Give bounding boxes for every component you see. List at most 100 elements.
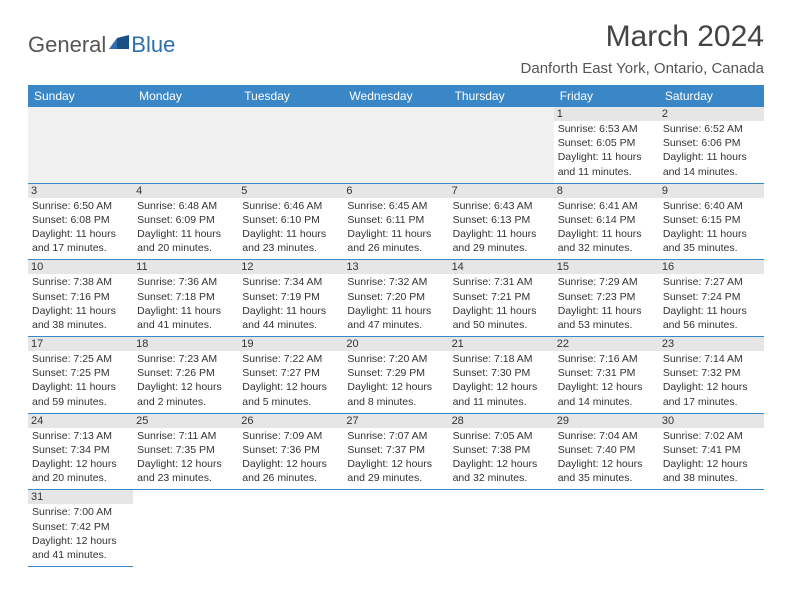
day-info: Sunrise: 7:04 AMSunset: 7:40 PMDaylight:… [558, 429, 655, 486]
day-number: 7 [449, 184, 554, 198]
day-number: 25 [133, 414, 238, 428]
day-number: 23 [659, 337, 764, 351]
day-number: 17 [28, 337, 133, 351]
header: General Blue March 2024 Danforth East Yo… [28, 20, 764, 77]
day-number: 10 [28, 260, 133, 274]
empty-cell [343, 107, 448, 183]
day-number: 15 [554, 260, 659, 274]
weekday-header: Wednesday [343, 85, 448, 107]
day-cell: 24Sunrise: 7:13 AMSunset: 7:34 PMDayligh… [28, 413, 133, 490]
day-number: 31 [28, 490, 133, 504]
day-cell: 10Sunrise: 7:38 AMSunset: 7:16 PMDayligh… [28, 260, 133, 337]
day-number: 14 [449, 260, 554, 274]
day-number: 11 [133, 260, 238, 274]
logo-text-general: General [28, 32, 106, 58]
day-info: Sunrise: 7:31 AMSunset: 7:21 PMDaylight:… [453, 275, 550, 332]
calendar-row: 1Sunrise: 6:53 AMSunset: 6:05 PMDaylight… [28, 107, 764, 183]
day-number: 20 [343, 337, 448, 351]
day-number: 6 [343, 184, 448, 198]
day-info: Sunrise: 7:27 AMSunset: 7:24 PMDaylight:… [663, 275, 760, 332]
day-info: Sunrise: 7:32 AMSunset: 7:20 PMDaylight:… [347, 275, 444, 332]
blank-cell [133, 490, 238, 567]
day-number: 24 [28, 414, 133, 428]
day-info: Sunrise: 7:22 AMSunset: 7:27 PMDaylight:… [242, 352, 339, 409]
blank-cell [659, 490, 764, 567]
calendar-table: SundayMondayTuesdayWednesdayThursdayFrid… [28, 85, 764, 567]
blank-cell [343, 490, 448, 567]
day-cell: 9Sunrise: 6:40 AMSunset: 6:15 PMDaylight… [659, 183, 764, 260]
day-cell: 17Sunrise: 7:25 AMSunset: 7:25 PMDayligh… [28, 337, 133, 414]
day-cell: 2Sunrise: 6:52 AMSunset: 6:06 PMDaylight… [659, 107, 764, 183]
day-info: Sunrise: 6:48 AMSunset: 6:09 PMDaylight:… [137, 199, 234, 256]
day-cell: 6Sunrise: 6:45 AMSunset: 6:11 PMDaylight… [343, 183, 448, 260]
day-cell: 5Sunrise: 6:46 AMSunset: 6:10 PMDaylight… [238, 183, 343, 260]
weekday-header: Tuesday [238, 85, 343, 107]
day-info: Sunrise: 6:41 AMSunset: 6:14 PMDaylight:… [558, 199, 655, 256]
day-cell: 14Sunrise: 7:31 AMSunset: 7:21 PMDayligh… [449, 260, 554, 337]
title-block: March 2024 Danforth East York, Ontario, … [521, 20, 764, 77]
day-cell: 4Sunrise: 6:48 AMSunset: 6:09 PMDaylight… [133, 183, 238, 260]
day-cell: 29Sunrise: 7:04 AMSunset: 7:40 PMDayligh… [554, 413, 659, 490]
day-number: 16 [659, 260, 764, 274]
weekday-header: Saturday [659, 85, 764, 107]
day-info: Sunrise: 7:34 AMSunset: 7:19 PMDaylight:… [242, 275, 339, 332]
day-number: 12 [238, 260, 343, 274]
day-info: Sunrise: 7:09 AMSunset: 7:36 PMDaylight:… [242, 429, 339, 486]
day-cell: 25Sunrise: 7:11 AMSunset: 7:35 PMDayligh… [133, 413, 238, 490]
logo-mark-icon [109, 35, 129, 54]
day-cell: 23Sunrise: 7:14 AMSunset: 7:32 PMDayligh… [659, 337, 764, 414]
calendar-row: 10Sunrise: 7:38 AMSunset: 7:16 PMDayligh… [28, 260, 764, 337]
day-info: Sunrise: 7:29 AMSunset: 7:23 PMDaylight:… [558, 275, 655, 332]
empty-cell [238, 107, 343, 183]
day-info: Sunrise: 6:43 AMSunset: 6:13 PMDaylight:… [453, 199, 550, 256]
day-info: Sunrise: 6:46 AMSunset: 6:10 PMDaylight:… [242, 199, 339, 256]
day-cell: 26Sunrise: 7:09 AMSunset: 7:36 PMDayligh… [238, 413, 343, 490]
logo-text-blue: Blue [131, 32, 175, 58]
day-cell: 3Sunrise: 6:50 AMSunset: 6:08 PMDaylight… [28, 183, 133, 260]
weekday-header-row: SundayMondayTuesdayWednesdayThursdayFrid… [28, 85, 764, 107]
empty-cell [449, 107, 554, 183]
day-number: 8 [554, 184, 659, 198]
day-info: Sunrise: 7:23 AMSunset: 7:26 PMDaylight:… [137, 352, 234, 409]
day-number: 27 [343, 414, 448, 428]
day-number: 28 [449, 414, 554, 428]
day-cell: 27Sunrise: 7:07 AMSunset: 7:37 PMDayligh… [343, 413, 448, 490]
weekday-header: Friday [554, 85, 659, 107]
day-info: Sunrise: 7:16 AMSunset: 7:31 PMDaylight:… [558, 352, 655, 409]
calendar-row: 17Sunrise: 7:25 AMSunset: 7:25 PMDayligh… [28, 337, 764, 414]
day-info: Sunrise: 7:18 AMSunset: 7:30 PMDaylight:… [453, 352, 550, 409]
day-number: 3 [28, 184, 133, 198]
day-number: 26 [238, 414, 343, 428]
day-cell: 21Sunrise: 7:18 AMSunset: 7:30 PMDayligh… [449, 337, 554, 414]
day-number: 21 [449, 337, 554, 351]
calendar-row: 24Sunrise: 7:13 AMSunset: 7:34 PMDayligh… [28, 413, 764, 490]
empty-cell [28, 107, 133, 183]
day-cell: 22Sunrise: 7:16 AMSunset: 7:31 PMDayligh… [554, 337, 659, 414]
day-number: 22 [554, 337, 659, 351]
blank-cell [449, 490, 554, 567]
day-number: 2 [659, 107, 764, 121]
blank-cell [554, 490, 659, 567]
day-info: Sunrise: 7:13 AMSunset: 7:34 PMDaylight:… [32, 429, 129, 486]
day-info: Sunrise: 7:36 AMSunset: 7:18 PMDaylight:… [137, 275, 234, 332]
day-cell: 15Sunrise: 7:29 AMSunset: 7:23 PMDayligh… [554, 260, 659, 337]
day-cell: 12Sunrise: 7:34 AMSunset: 7:19 PMDayligh… [238, 260, 343, 337]
location: Danforth East York, Ontario, Canada [521, 60, 764, 77]
day-info: Sunrise: 7:38 AMSunset: 7:16 PMDaylight:… [32, 275, 129, 332]
day-cell: 28Sunrise: 7:05 AMSunset: 7:38 PMDayligh… [449, 413, 554, 490]
day-info: Sunrise: 7:05 AMSunset: 7:38 PMDaylight:… [453, 429, 550, 486]
day-info: Sunrise: 6:53 AMSunset: 6:05 PMDaylight:… [558, 122, 655, 179]
blank-cell [238, 490, 343, 567]
day-cell: 16Sunrise: 7:27 AMSunset: 7:24 PMDayligh… [659, 260, 764, 337]
weekday-header: Monday [133, 85, 238, 107]
day-cell: 8Sunrise: 6:41 AMSunset: 6:14 PMDaylight… [554, 183, 659, 260]
day-number: 1 [554, 107, 659, 121]
calendar-row: 31Sunrise: 7:00 AMSunset: 7:42 PMDayligh… [28, 490, 764, 567]
empty-cell [133, 107, 238, 183]
calendar-row: 3Sunrise: 6:50 AMSunset: 6:08 PMDaylight… [28, 183, 764, 260]
day-number: 30 [659, 414, 764, 428]
weekday-header: Thursday [449, 85, 554, 107]
day-cell: 11Sunrise: 7:36 AMSunset: 7:18 PMDayligh… [133, 260, 238, 337]
weekday-header: Sunday [28, 85, 133, 107]
day-info: Sunrise: 6:40 AMSunset: 6:15 PMDaylight:… [663, 199, 760, 256]
